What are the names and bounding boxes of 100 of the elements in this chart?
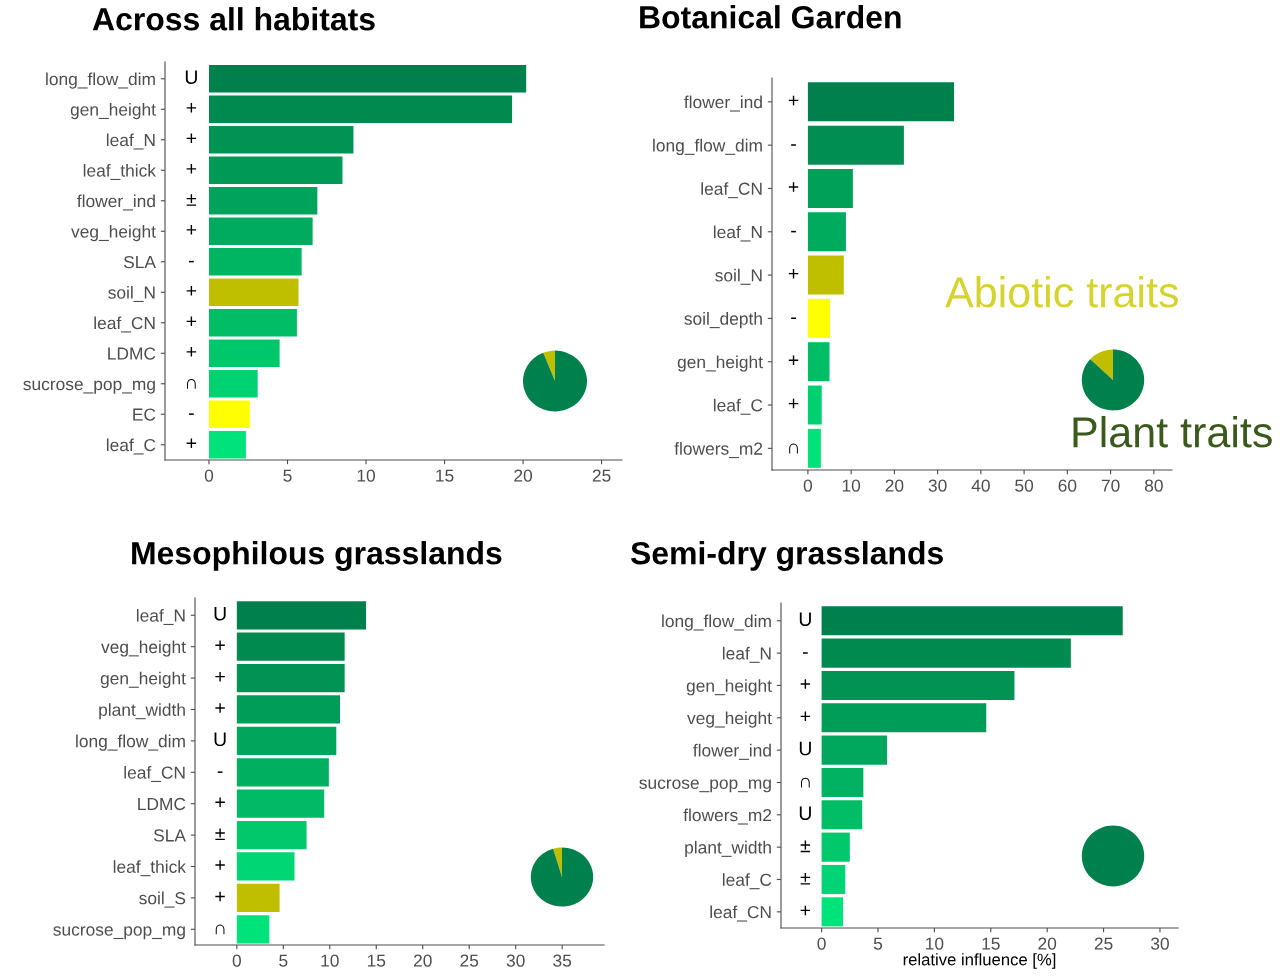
y-tick-label: leaf_N: [106, 133, 155, 150]
data-label: -: [189, 413, 194, 415]
pie-slice: [530, 847, 594, 907]
y-tick-label: long_flow_dim: [662, 614, 771, 631]
data-label: +: [186, 286, 197, 296]
x-tick-label: 0: [204, 469, 214, 482]
data-label: +: [186, 316, 197, 327]
y-tick-label: soil_S: [139, 891, 186, 908]
y-tick-label: leaf_thick: [83, 163, 156, 181]
bar: [236, 663, 345, 693]
x-tick-label: 30: [1150, 937, 1169, 950]
bar: [236, 758, 329, 787]
bar: [236, 632, 345, 661]
data-label: +: [788, 355, 799, 366]
data-label: -: [189, 260, 194, 263]
chart-title: Botanical Garden: [640, 5, 901, 29]
pie-slice: [1090, 349, 1113, 380]
x-tick-label: 10: [321, 954, 339, 967]
data-label: +: [215, 671, 225, 682]
y-tick-label: gen_height: [100, 671, 186, 688]
bar: [236, 726, 337, 756]
bar: [208, 248, 302, 276]
data-label: -: [217, 771, 223, 773]
data-label: U: [185, 70, 197, 84]
data-label: U: [799, 741, 811, 756]
data-label: +: [215, 640, 225, 650]
x-tick-label: 70: [1101, 479, 1120, 492]
bar: [821, 800, 863, 830]
data-label: +: [186, 164, 197, 174]
bar: [807, 342, 830, 382]
y-tick-label: flower_ind: [684, 95, 762, 112]
bar: [821, 735, 888, 765]
y-tick-label: EC: [133, 408, 156, 421]
y-tick-label: long_flow_dim: [76, 734, 185, 751]
x-tick-label: 50: [1015, 479, 1034, 492]
y-tick-label: soil_N: [715, 268, 762, 285]
bar: [807, 255, 844, 295]
y-tick-label: leaf_N: [136, 608, 185, 626]
y-tick-label: leaf_CN: [701, 182, 762, 199]
bar: [807, 385, 822, 425]
data-label: +: [800, 711, 811, 722]
data-label: +: [788, 95, 799, 106]
y-tick-label: leaf_CN: [710, 905, 771, 922]
bar: [208, 309, 297, 337]
y-tick-label: flower_ind: [693, 743, 771, 760]
bar: [807, 298, 830, 338]
bar: [208, 400, 250, 428]
bar: [208, 370, 258, 398]
y-tick-label: plant_width: [99, 703, 185, 720]
bar: [236, 789, 325, 818]
x-tick-label: 15: [982, 937, 1000, 950]
data-label: +: [788, 182, 799, 192]
x-tick-label: 20: [1038, 937, 1057, 950]
bar: [236, 820, 307, 850]
bar: [821, 897, 844, 927]
data-label: +: [186, 347, 197, 357]
y-tick-label: soil_depth: [684, 312, 762, 329]
y-tick-label: leaf_N: [722, 646, 771, 663]
x-tick-label: 15: [436, 469, 454, 482]
y-tick-label: gen_height: [686, 679, 772, 696]
data-label: ±: [215, 828, 225, 841]
bar: [821, 832, 850, 862]
bar: [208, 187, 318, 215]
data-label: +: [186, 225, 197, 235]
x-tick-label: 60: [1058, 479, 1077, 492]
y-tick-label: SLA: [153, 829, 186, 842]
slice-label: Plant traits: [1073, 415, 1272, 448]
data-label: U: [214, 606, 226, 621]
bar: [821, 670, 1015, 701]
data-label: U: [214, 732, 226, 747]
x-axis-title: relative influence [%]: [903, 953, 1056, 969]
bar: [208, 217, 313, 245]
data-label: +: [215, 703, 225, 713]
chart-title: Across all habitats: [92, 7, 375, 31]
pie-slice: [553, 847, 562, 877]
y-tick-label: sucrose_pop_mg: [639, 779, 771, 793]
bar: [821, 864, 846, 895]
y-tick-label: sucrose_pop_mg: [23, 380, 155, 394]
x-tick-label: 5: [283, 469, 292, 482]
y-tick-label: leaf_CN: [124, 765, 185, 783]
x-tick-label: 5: [279, 954, 288, 967]
bar: [208, 339, 280, 367]
y-tick-label: soil_N: [108, 285, 155, 302]
x-tick-label: 20: [514, 469, 533, 482]
y-tick-label: flowers_m2: [683, 808, 772, 825]
bar: [236, 915, 270, 944]
data-label: +: [788, 268, 799, 279]
x-tick-label: 25: [460, 954, 479, 967]
bar: [807, 212, 846, 252]
data-label: +: [186, 438, 197, 449]
y-tick-label: sucrose_pop_mg: [53, 926, 185, 940]
data-label: +: [800, 905, 811, 916]
data-label: +: [186, 133, 197, 144]
data-label: +: [788, 398, 799, 409]
slice-label: Abiotic traits: [945, 275, 1178, 308]
x-tick-label: 0: [803, 479, 813, 492]
y-tick-label: LDMC: [108, 347, 156, 360]
bar: [821, 767, 864, 798]
data-label: -: [802, 652, 808, 654]
y-tick-label: LDMC: [138, 797, 186, 811]
